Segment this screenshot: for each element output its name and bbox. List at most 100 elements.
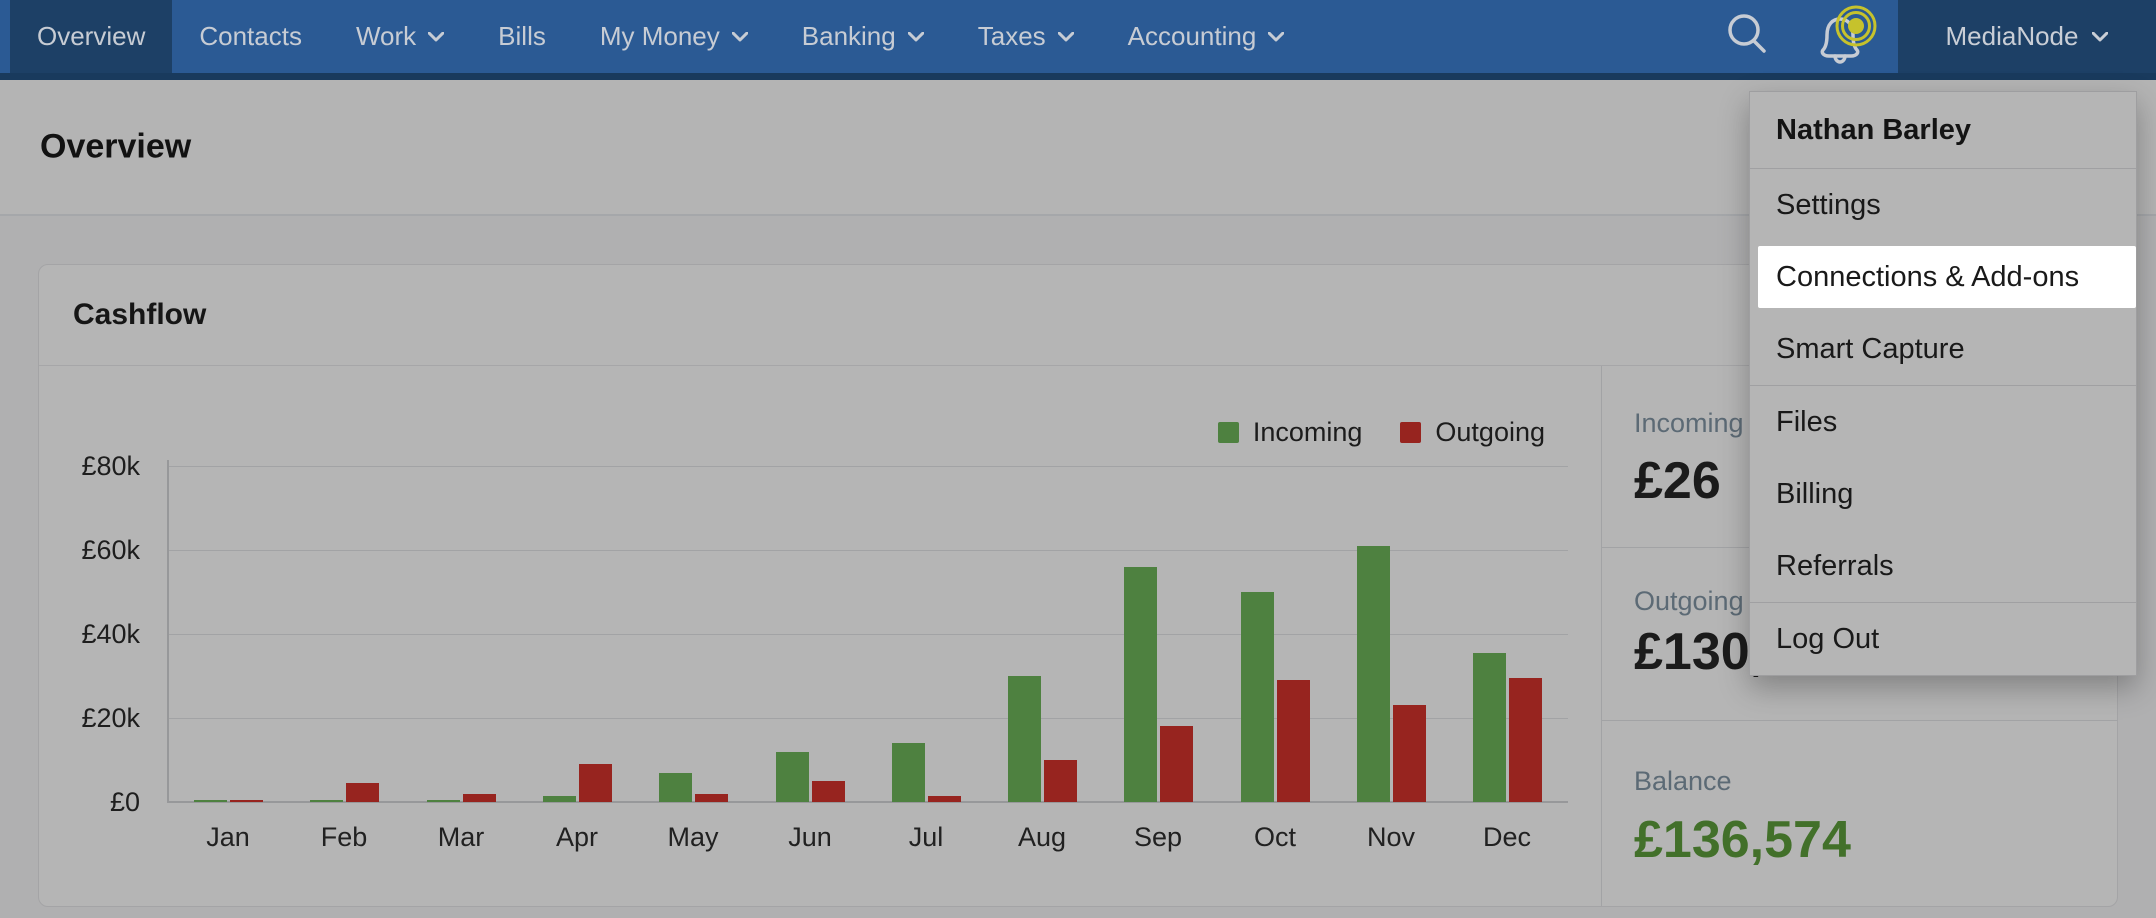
bar-incoming-sep [1124, 567, 1157, 802]
nav-items: Overview Contacts Work Bills My Money Ba… [10, 0, 1311, 73]
nav-item-contacts[interactable]: Contacts [172, 0, 329, 73]
balance-value: £136,574 [1634, 811, 1851, 869]
bar-outgoing-oct [1277, 680, 1310, 802]
menu-divider [1750, 385, 2136, 386]
incoming-swatch-icon [1217, 421, 1239, 443]
nav-item-taxes[interactable]: Taxes [951, 0, 1101, 73]
bar-outgoing-aug [1044, 760, 1077, 802]
legend-incoming-label: Incoming [1252, 416, 1363, 447]
chevron-down-icon [1268, 31, 1285, 42]
menu-item-referrals[interactable]: Referrals [1776, 549, 1894, 582]
chevron-down-icon [2092, 31, 2109, 42]
x-axis-label-sep: Sep [1133, 822, 1183, 852]
bar-outgoing-mar [463, 794, 496, 802]
bar-incoming-apr [543, 796, 576, 802]
x-axis-label-feb: Feb [320, 822, 368, 852]
gridline-£0 [167, 801, 1568, 803]
x-axis-label-apr: Apr [555, 822, 599, 852]
menu-divider [1750, 602, 2136, 603]
outgoing-total-label: Outgoing [1634, 586, 1744, 616]
x-axis-label-dec: Dec [1482, 822, 1531, 852]
gridline-£80k [167, 466, 1568, 467]
x-axis-label-aug: Aug [1017, 822, 1067, 852]
summary-divider [1601, 720, 2118, 721]
page-title: Overview [40, 127, 192, 166]
notifications-button[interactable] [1806, 0, 1877, 73]
outgoing-swatch-icon [1400, 421, 1422, 443]
user-full-name: Nathan Barley [1776, 113, 1972, 146]
bar-incoming-jun [776, 752, 809, 802]
bar-outgoing-nov [1393, 705, 1426, 802]
cashflow-title: Cashflow [73, 298, 207, 331]
nav-label: Accounting [1127, 21, 1257, 51]
chart-legend: Incoming Outgoing [1195, 415, 1545, 449]
nav-item-bills[interactable]: Bills [471, 0, 573, 73]
chevron-down-icon [731, 31, 748, 42]
account-menu-button[interactable]: MediaNode [1898, 0, 2156, 73]
x-axis-label-may: May [667, 822, 719, 852]
x-axis-label-oct: Oct [1253, 822, 1296, 852]
balance-label: Balance [1634, 766, 1732, 796]
nav-item-banking[interactable]: Banking [775, 0, 951, 73]
menu-item-settings[interactable]: Settings [1776, 188, 1881, 221]
gridline-£60k [167, 550, 1568, 551]
bar-outgoing-apr [579, 764, 612, 802]
incoming-total-value: £26 [1634, 452, 1721, 510]
account-name-label: MediaNode [1945, 21, 2079, 51]
top-nav: Overview Contacts Work Bills My Money Ba… [0, 0, 2156, 80]
cashflow-card-header: Cashflow [39, 265, 2117, 366]
bar-incoming-nov [1357, 546, 1390, 802]
outgoing-total-value: £130, [1634, 623, 1765, 681]
nav-item-my-money[interactable]: My Money [573, 0, 775, 73]
notification-pulse-icon [1835, 5, 1877, 47]
bar-incoming-may [659, 773, 692, 802]
bell-icon [1799, 2, 1883, 71]
nav-label: Work [355, 21, 417, 51]
menu-item-files[interactable]: Files [1776, 405, 1838, 438]
bar-outgoing-jun [812, 781, 845, 802]
nav-label: Contacts [199, 21, 302, 51]
bar-outgoing-may [695, 794, 728, 802]
bar-incoming-jan [194, 800, 227, 802]
menu-item-smart-capture[interactable]: Smart Capture [1776, 332, 1965, 365]
nav-item-overview[interactable]: Overview [10, 0, 173, 73]
search-button[interactable] [1712, 0, 1782, 73]
x-axis-label-mar: Mar [437, 822, 485, 852]
bar-outgoing-feb [346, 783, 379, 802]
bar-incoming-aug [1008, 676, 1041, 802]
nav-label: Taxes [977, 21, 1046, 51]
nav-item-accounting[interactable]: Accounting [1101, 0, 1312, 73]
nav-item-work[interactable]: Work [329, 0, 471, 73]
nav-bottom-border [0, 73, 2156, 80]
chevron-down-icon [907, 31, 924, 42]
bar-outgoing-jan [230, 800, 263, 802]
legend-outgoing: Outgoing [1400, 417, 1545, 448]
incoming-total-label: Incoming [1634, 408, 1744, 438]
menu-item-log-out[interactable]: Log Out [1776, 622, 1880, 655]
bar-outgoing-dec [1509, 678, 1542, 802]
y-axis-label: £20k [81, 703, 140, 733]
nav-label: Banking [801, 21, 896, 51]
y-axis-label: £0 [109, 787, 140, 817]
x-axis-label-nov: Nov [1366, 822, 1415, 852]
account-dropdown-menu: Nathan Barley Settings Connections & Add… [1749, 91, 2137, 676]
bar-incoming-jul [892, 743, 925, 802]
x-axis-label-jul: Jul [908, 822, 944, 852]
x-axis-label-jun: Jun [788, 822, 832, 852]
y-axis-label: £40k [81, 619, 140, 649]
x-axis-label-jan: Jan [206, 822, 250, 852]
y-axis-label: £80k [81, 451, 140, 481]
bar-outgoing-sep [1160, 726, 1193, 802]
nav-label: Overview [37, 21, 146, 51]
card-vertical-divider [1601, 366, 1602, 906]
search-icon [1724, 12, 1770, 61]
chevron-down-icon [1057, 31, 1074, 42]
menu-item-billing[interactable]: Billing [1776, 477, 1854, 510]
nav-label: Bills [498, 21, 546, 51]
y-axis-line [167, 460, 169, 803]
menu-item-connections-add-ons[interactable]: Connections & Add-ons [1758, 246, 2136, 308]
menu-divider [1750, 168, 2136, 169]
y-axis-label: £60k [81, 535, 140, 565]
bar-incoming-oct [1241, 592, 1274, 802]
